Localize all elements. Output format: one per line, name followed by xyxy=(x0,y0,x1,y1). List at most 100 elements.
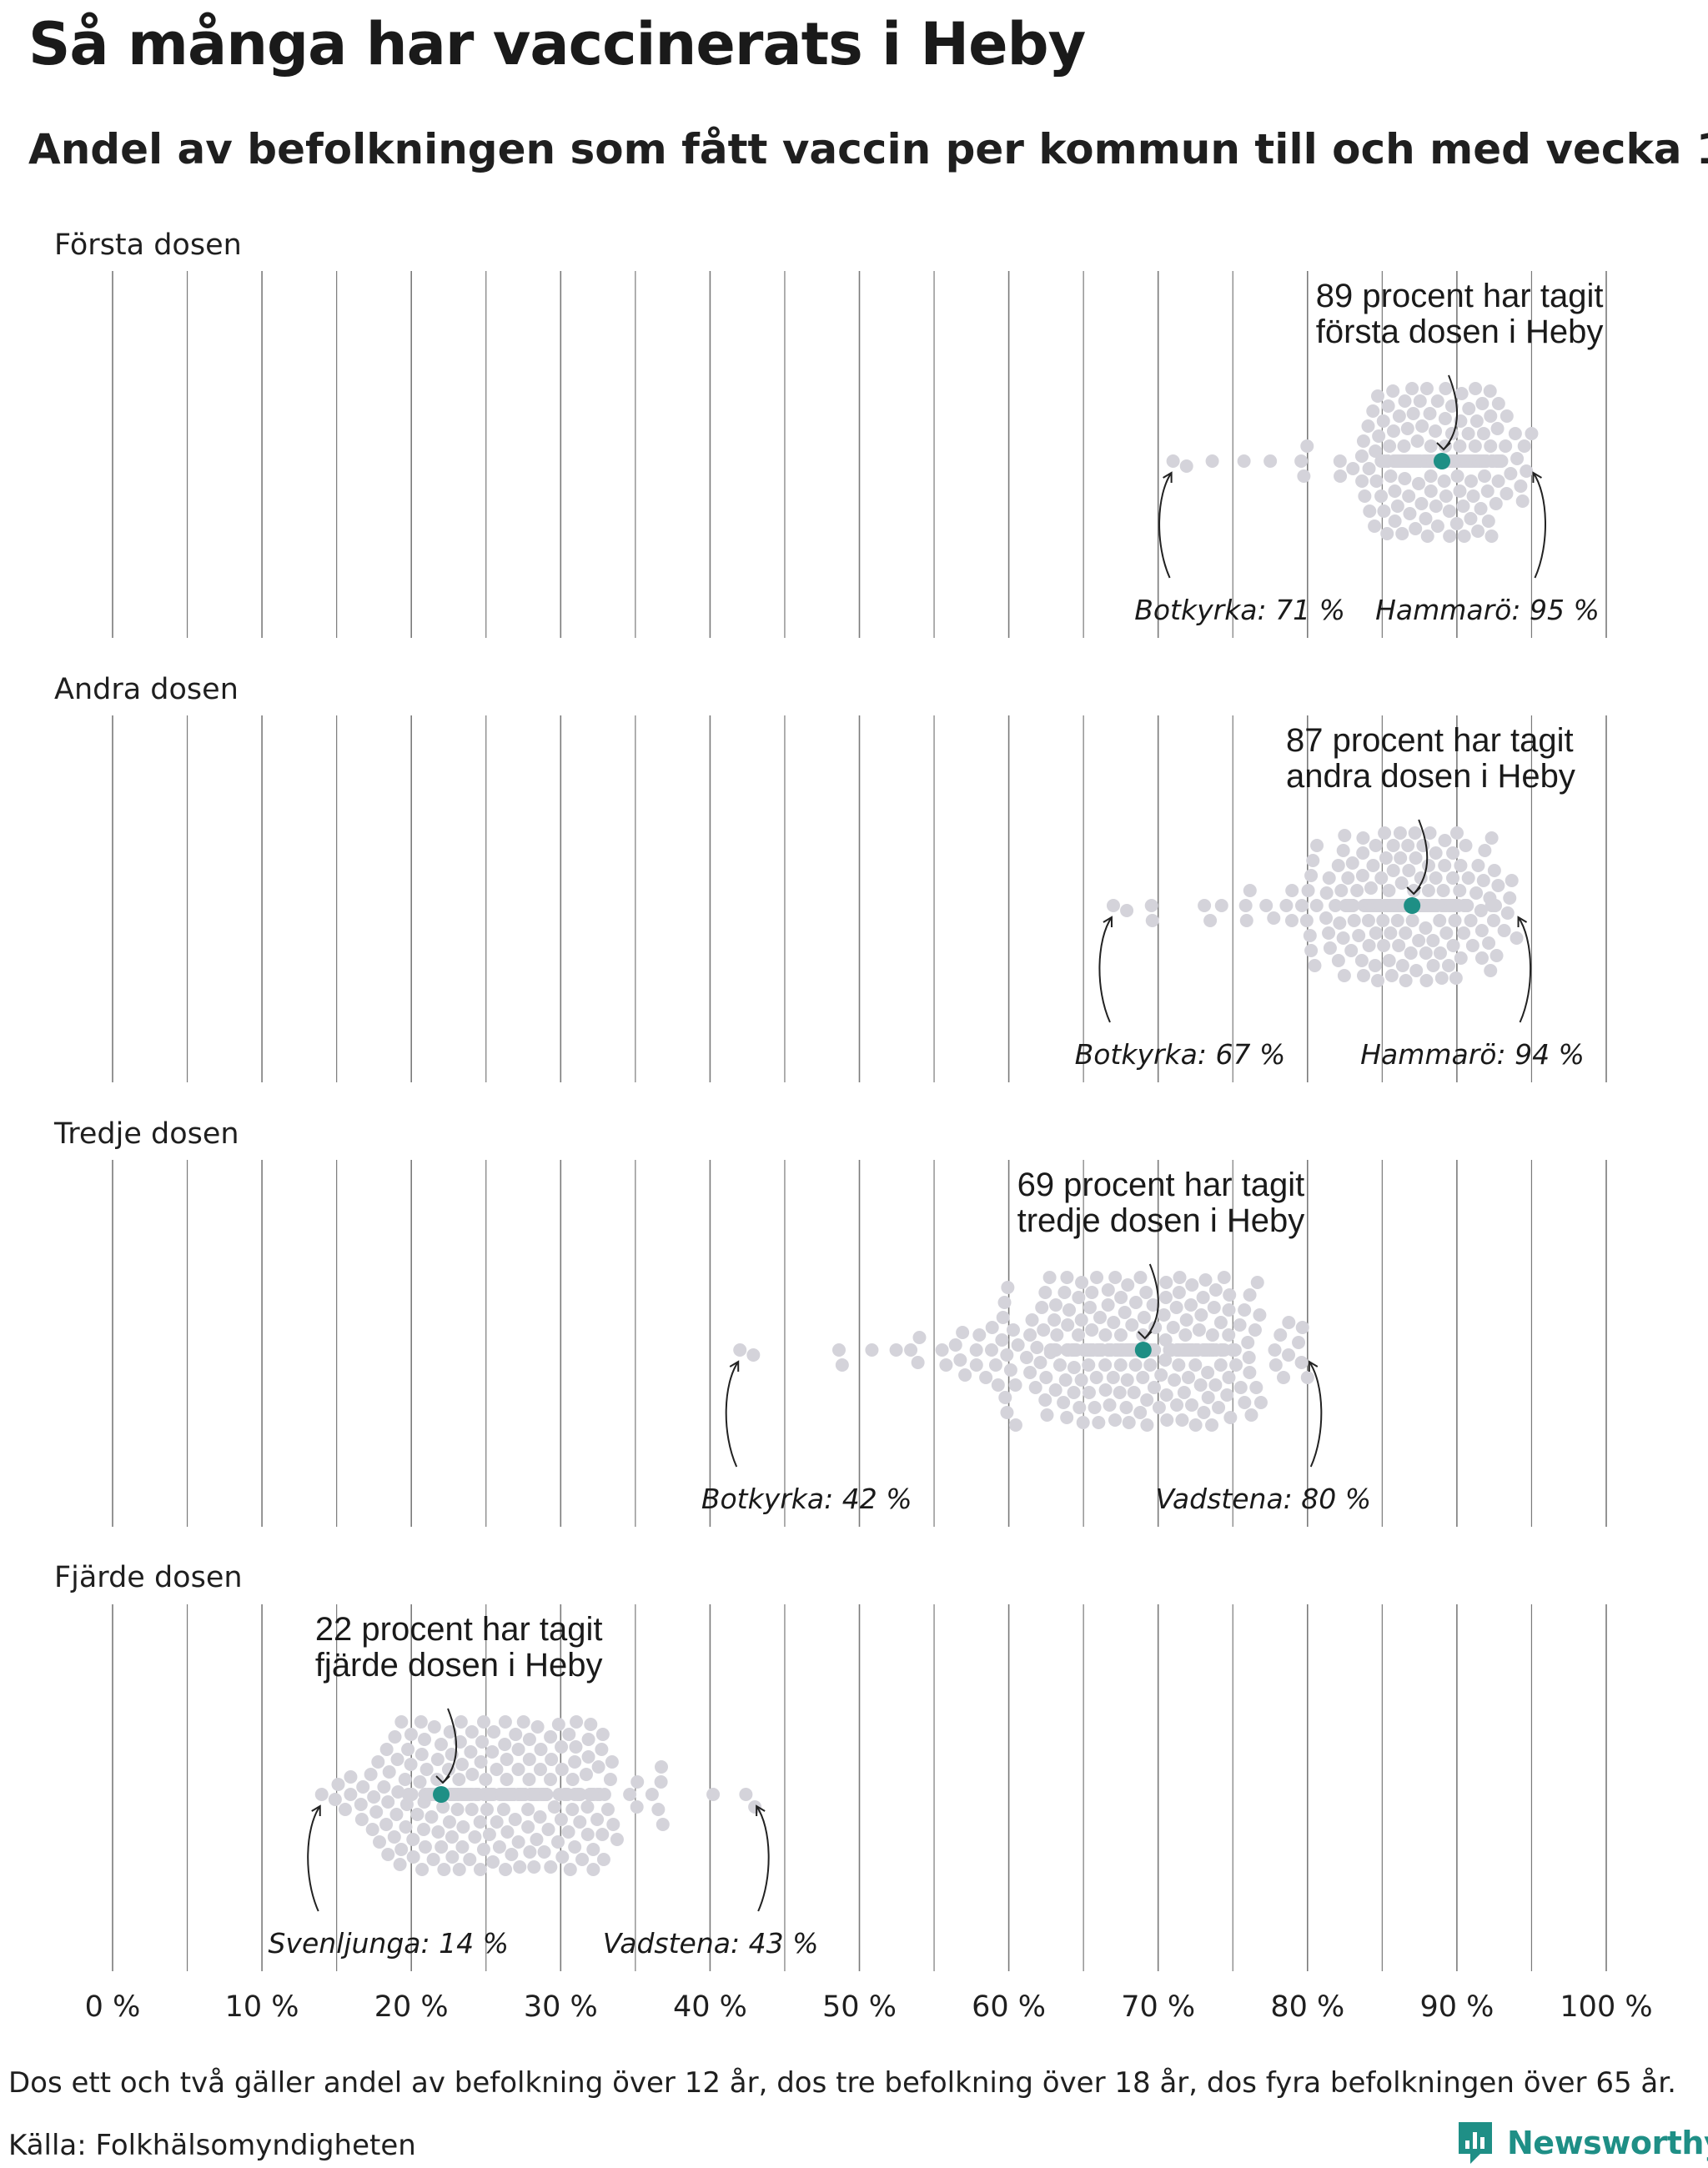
municipality-dot xyxy=(1205,454,1219,468)
municipality-dot xyxy=(1107,1316,1121,1329)
municipality-dot xyxy=(513,1860,527,1874)
municipality-dot xyxy=(1108,1271,1123,1284)
municipality-dot xyxy=(1352,929,1366,942)
municipality-dot xyxy=(1402,489,1416,503)
municipality-dot xyxy=(1419,974,1434,987)
municipality-dot xyxy=(404,1788,419,1801)
municipality-dot xyxy=(413,1775,427,1789)
municipality-dot xyxy=(1481,514,1495,528)
municipality-dot xyxy=(1436,884,1450,897)
municipality-dot xyxy=(476,1843,490,1856)
municipality-dot xyxy=(1166,454,1180,468)
municipality-dot xyxy=(1052,1358,1067,1372)
municipality-dot xyxy=(1459,839,1473,852)
municipality-dot xyxy=(464,1745,478,1759)
municipality-dot xyxy=(1354,449,1369,463)
brand-logo[interactable]: Newsworthy xyxy=(1455,2118,1708,2168)
municipality-dot xyxy=(522,1773,536,1786)
highlight-dot xyxy=(1404,897,1421,914)
municipality-dot xyxy=(1294,899,1309,912)
municipality-dot xyxy=(1500,409,1514,423)
municipality-dot xyxy=(1429,499,1443,513)
municipality-dot xyxy=(1362,939,1376,952)
municipality-dot xyxy=(600,1803,615,1816)
municipality-dot xyxy=(1484,409,1498,423)
municipality-dot xyxy=(1469,382,1483,395)
municipality-dot xyxy=(1484,529,1499,543)
municipality-dot xyxy=(1368,519,1382,533)
municipality-dot xyxy=(561,1825,575,1839)
municipality-dot xyxy=(1429,846,1443,860)
municipality-dot xyxy=(1457,926,1471,940)
municipality-dot xyxy=(1168,1373,1182,1387)
municipality-dot xyxy=(997,1296,1012,1309)
municipality-dot xyxy=(1144,899,1158,912)
municipality-dot xyxy=(573,1815,587,1829)
municipality-dot xyxy=(1395,959,1409,972)
municipality-dot xyxy=(1489,949,1504,962)
municipality-dot xyxy=(1158,1291,1173,1304)
municipality-dot xyxy=(1388,484,1402,498)
municipality-dot xyxy=(1416,839,1430,852)
x-tick-label: 90 % xyxy=(1419,1990,1494,2024)
municipality-dot xyxy=(1306,854,1320,867)
municipality-dot xyxy=(1429,424,1443,438)
municipality-dot xyxy=(1424,469,1438,483)
municipality-dot xyxy=(1369,444,1383,458)
municipality-dot xyxy=(1057,1286,1072,1299)
municipality-dot xyxy=(1338,829,1352,842)
highlight-annotation-line-1: 87 procent har tagit xyxy=(1286,722,1574,759)
municipality-dot xyxy=(1442,504,1456,518)
municipality-dot xyxy=(651,1803,666,1816)
municipality-dot xyxy=(1113,1386,1127,1399)
municipality-dot xyxy=(1448,914,1462,927)
municipality-dot xyxy=(1437,474,1451,488)
municipality-dot xyxy=(1323,941,1337,955)
municipality-dot xyxy=(1073,1401,1087,1414)
municipality-dot xyxy=(1429,871,1443,885)
municipality-dot xyxy=(485,1745,500,1759)
municipality-dot xyxy=(1222,1328,1236,1342)
municipality-dot xyxy=(1188,1418,1203,1432)
municipality-dot xyxy=(586,1843,600,1856)
municipality-dot xyxy=(1322,871,1336,885)
municipality-dot xyxy=(445,1850,460,1864)
municipality-dot xyxy=(364,1768,378,1781)
municipality-dot xyxy=(1011,1338,1025,1352)
municipality-dot xyxy=(1193,1378,1208,1392)
municipality-dot xyxy=(394,1843,409,1856)
municipality-dot xyxy=(568,1755,582,1769)
municipality-dot xyxy=(475,1735,490,1749)
municipality-dot xyxy=(603,1773,617,1786)
municipality-dot xyxy=(1489,899,1503,912)
municipality-dot xyxy=(1048,1383,1062,1397)
municipality-dot xyxy=(427,1720,441,1734)
municipality-dot xyxy=(1120,1373,1134,1387)
municipality-dot xyxy=(1361,419,1375,433)
municipality-dot xyxy=(431,1825,445,1839)
municipality-dot xyxy=(1207,1301,1221,1314)
municipality-dot xyxy=(430,1753,445,1766)
municipality-dot xyxy=(1439,489,1453,503)
municipality-dot xyxy=(365,1823,379,1836)
municipality-dot xyxy=(1173,1271,1187,1284)
municipality-dot xyxy=(956,1326,970,1339)
municipality-dot xyxy=(1336,844,1350,857)
municipality-dot xyxy=(1376,414,1390,428)
municipality-dot xyxy=(580,1800,595,1814)
municipality-dot xyxy=(889,1343,903,1357)
municipality-dot xyxy=(463,1853,477,1866)
municipality-dot xyxy=(1025,1313,1039,1327)
municipality-dot xyxy=(1158,1353,1173,1367)
municipality-dot xyxy=(654,1760,668,1774)
highlight-arrowhead xyxy=(435,1775,450,1784)
municipality-dot xyxy=(1412,477,1426,490)
x-tick-label: 10 % xyxy=(225,1990,299,2024)
municipality-dot xyxy=(1106,899,1120,912)
municipality-dot xyxy=(1304,944,1319,957)
municipality-dot xyxy=(596,1853,610,1866)
municipality-dot xyxy=(1233,1381,1248,1394)
municipality-dot xyxy=(953,1353,967,1367)
min-arrow xyxy=(307,1805,321,1912)
municipality-dot xyxy=(1423,407,1437,420)
